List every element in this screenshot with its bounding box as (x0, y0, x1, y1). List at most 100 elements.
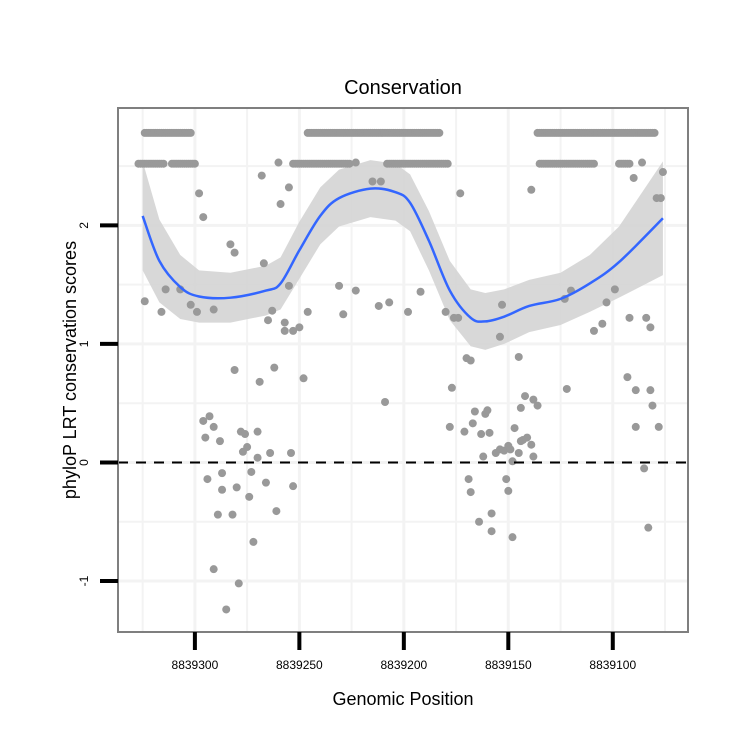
data-point (268, 306, 277, 315)
data-point (629, 173, 638, 182)
data-point (441, 307, 450, 316)
data-point (209, 305, 218, 314)
data-point (218, 469, 227, 478)
data-point (232, 483, 241, 492)
data-point (654, 422, 663, 431)
data-point (284, 183, 293, 192)
data-point (602, 298, 611, 307)
data-point (454, 313, 463, 322)
data-point (201, 433, 210, 442)
data-point (381, 398, 390, 407)
data-point (374, 301, 383, 310)
data-point (222, 605, 231, 614)
data-point (631, 422, 640, 431)
data-point (226, 240, 235, 249)
data-point (249, 537, 258, 546)
data-point (351, 286, 360, 295)
data-point (646, 386, 655, 395)
data-point (487, 527, 496, 536)
data-point (445, 422, 454, 431)
data-point (477, 430, 486, 439)
x-tick-label: 8839150 (485, 658, 532, 672)
data-point (257, 171, 266, 180)
data-point (209, 565, 218, 574)
data-point (416, 287, 425, 296)
data-point (485, 428, 494, 437)
data-point (533, 401, 542, 410)
data-point (276, 200, 285, 209)
data-point (502, 475, 511, 484)
data-point (640, 464, 649, 473)
data-point (521, 392, 530, 401)
smooth-fit-line (141, 187, 664, 323)
data-point (376, 177, 385, 186)
x-tick-label: 8839200 (380, 658, 427, 672)
data-point (157, 307, 166, 316)
data-point (648, 401, 657, 410)
x-tick-label: 8839300 (172, 658, 219, 672)
data-point (299, 374, 308, 383)
smooth-line-group (141, 187, 664, 323)
data-point (464, 475, 473, 484)
data-point (230, 366, 239, 374)
data-point (303, 128, 312, 137)
data-point (470, 407, 479, 416)
data-point (656, 194, 665, 203)
data-point (289, 482, 298, 491)
data-point (134, 159, 143, 168)
data-point (468, 419, 477, 428)
data-point (646, 323, 655, 332)
data-point (213, 510, 222, 519)
data-point (199, 416, 208, 425)
x-tick-label: 8839100 (589, 658, 636, 672)
data-point (498, 300, 507, 309)
data-point (625, 313, 634, 322)
data-point (460, 427, 469, 436)
points-group (134, 128, 667, 614)
data-point (284, 281, 293, 290)
data-point (383, 159, 392, 168)
data-point (385, 298, 394, 307)
data-point (529, 452, 538, 461)
data-point (245, 492, 254, 501)
data-point (487, 509, 496, 518)
data-point (504, 486, 513, 495)
data-point (615, 159, 624, 168)
data-point (259, 259, 268, 268)
data-point (303, 307, 312, 316)
data-point (186, 300, 195, 309)
data-point (209, 422, 218, 431)
data-point (335, 281, 344, 290)
data-point (253, 453, 262, 462)
data-point (167, 159, 176, 168)
data-point (527, 440, 536, 449)
data-point (631, 386, 640, 395)
data-point (264, 316, 273, 325)
data-point (638, 158, 647, 167)
axes: 8839300 8839250 8839200 8839150 8839100 -1 0 1 2 (77, 222, 636, 672)
data-point (215, 437, 224, 446)
y-tick-label: 1 (77, 340, 91, 347)
y-tick-label: 2 (77, 222, 91, 229)
data-point (195, 189, 204, 198)
data-point (289, 326, 298, 335)
data-point (368, 177, 377, 186)
data-point (447, 383, 456, 392)
data-point (280, 326, 289, 335)
data-point (523, 433, 532, 442)
data-point (161, 285, 170, 294)
data-point (495, 332, 504, 341)
data-point (527, 185, 536, 194)
data-point (255, 377, 264, 386)
x-tick-label: 8839250 (276, 658, 323, 672)
data-point (510, 424, 519, 433)
data-point (514, 448, 523, 457)
data-point (270, 363, 279, 372)
y-tick-label: 0 (77, 459, 91, 466)
data-point (508, 533, 517, 542)
data-point (199, 213, 208, 222)
data-point (351, 158, 360, 167)
data-point (516, 403, 525, 412)
data-point (404, 307, 413, 316)
data-point (644, 523, 653, 532)
